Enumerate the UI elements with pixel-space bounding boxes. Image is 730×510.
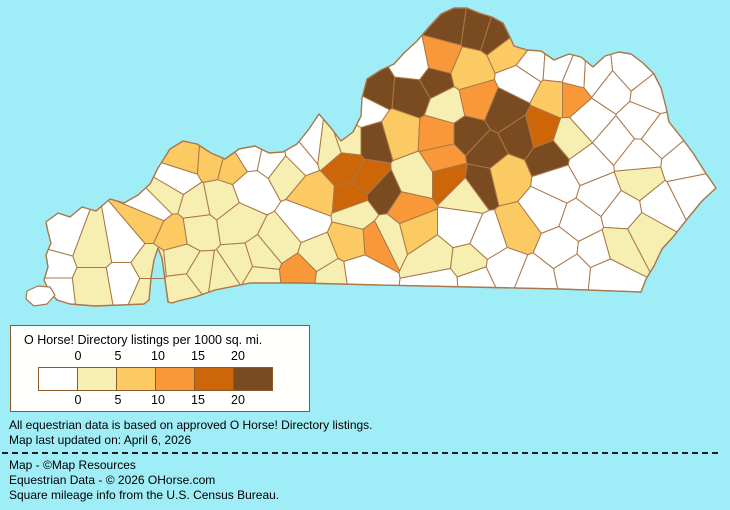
state-outline xyxy=(43,7,717,307)
legend-tick-label: 20 xyxy=(231,393,245,407)
footer-note-data-source: All equestrian data is based on approved… xyxy=(9,418,373,432)
county-shape xyxy=(387,34,430,81)
legend-tick-label: 10 xyxy=(151,393,165,407)
legend-tick-label: 20 xyxy=(231,349,245,363)
legend-swatch xyxy=(77,367,117,391)
legend-swatch xyxy=(38,367,78,391)
detached-county-shape xyxy=(25,285,56,307)
credit-equestrian-data: Equestrian Data - © 2026 OHorse.com xyxy=(9,473,216,487)
legend-swatch xyxy=(194,367,234,391)
legend-ticks-top: 0 5 10 15 20 xyxy=(11,349,309,363)
legend-tick-label: 10 xyxy=(151,349,165,363)
legend-box: O Horse! Directory listings per 1000 sq.… xyxy=(10,325,310,412)
legend-color-scale xyxy=(38,367,273,391)
legend-tick-label: 0 xyxy=(74,393,82,407)
credit-map-resources: Map - ©Map Resources xyxy=(9,458,136,472)
county-shape xyxy=(390,150,433,200)
legend-ticks-bottom: 0 5 10 15 20 xyxy=(11,393,309,407)
county-shape xyxy=(567,142,615,187)
legend-tick-label: 15 xyxy=(191,393,205,407)
legend-tick-label: 0 xyxy=(74,349,82,363)
legend-swatch xyxy=(116,367,156,391)
legend-tick-label: 15 xyxy=(191,349,205,363)
legend-tick-label: 5 xyxy=(114,349,122,363)
county-shape xyxy=(331,181,369,214)
legend-swatch xyxy=(155,367,195,391)
legend-swatch xyxy=(233,367,273,391)
legend-title: O Horse! Directory listings per 1000 sq.… xyxy=(24,333,263,347)
legend-tick-label: 5 xyxy=(114,393,122,407)
footer-note-last-updated: Map last updated on: April 6, 2026 xyxy=(9,433,192,447)
dashed-separator xyxy=(2,452,718,454)
credit-census: Square mileage info from the U.S. Census… xyxy=(9,488,280,502)
county-shape xyxy=(182,214,221,252)
county-shape xyxy=(494,64,542,104)
kentucky-county-map xyxy=(25,7,717,307)
